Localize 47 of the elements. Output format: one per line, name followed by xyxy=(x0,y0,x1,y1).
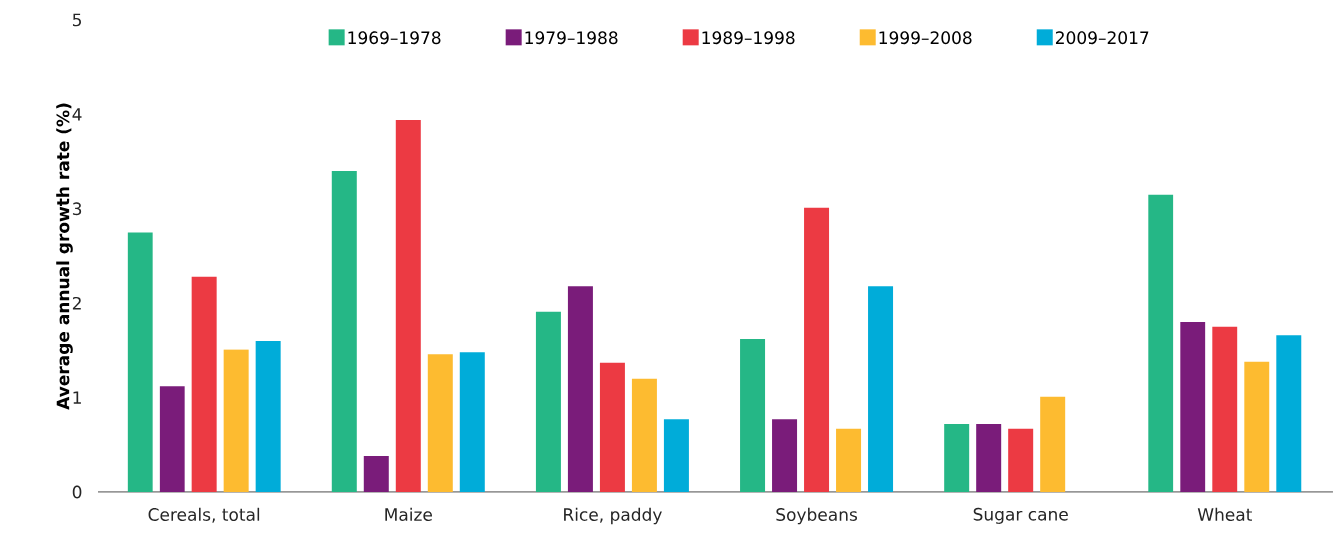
x-tick-label: Maize xyxy=(385,507,432,521)
bar xyxy=(1276,335,1302,492)
legend-label: 1989–1998 xyxy=(702,31,795,45)
bar xyxy=(223,349,249,492)
legend-label: 1979–1988 xyxy=(525,31,618,45)
y-tick-label: 2 xyxy=(72,296,81,310)
x-tick-label: Wheat xyxy=(1197,507,1252,521)
y-tick-label: 4 xyxy=(72,108,82,121)
legend-label: 1969–1978 xyxy=(348,31,441,45)
bar xyxy=(535,311,561,492)
bar xyxy=(804,207,830,492)
y-tick-label: 5 xyxy=(72,13,81,27)
bar xyxy=(1244,361,1270,492)
bar xyxy=(159,386,185,492)
bar xyxy=(331,171,357,492)
x-tick-label: Rice, paddy xyxy=(564,507,662,525)
bar xyxy=(191,276,217,492)
bar xyxy=(1212,326,1238,492)
bar xyxy=(868,286,894,492)
bar xyxy=(127,232,153,492)
y-axis-title: Average annual growth rate (%) xyxy=(56,103,73,410)
bar xyxy=(1008,428,1034,492)
bar xyxy=(255,340,281,492)
bar xyxy=(631,378,657,492)
bar xyxy=(740,339,766,492)
x-tick-label: Sugar cane xyxy=(973,507,1068,524)
bar xyxy=(663,419,689,492)
bar xyxy=(427,354,453,492)
legend-label: 1999–2008 xyxy=(879,31,972,45)
bar xyxy=(395,120,421,492)
bar xyxy=(976,424,1002,492)
bar xyxy=(836,428,862,492)
bar xyxy=(1040,396,1066,492)
bar xyxy=(944,424,970,492)
bar xyxy=(1148,194,1174,492)
y-tick-label: 0 xyxy=(72,485,82,499)
legend-label: 2009–2017 xyxy=(1055,31,1149,45)
bar xyxy=(1180,322,1206,492)
y-tick-label: 1 xyxy=(73,391,81,404)
bar xyxy=(567,286,593,492)
bar xyxy=(599,362,625,492)
bar xyxy=(772,419,798,492)
x-tick-label: Cereals, total xyxy=(148,507,260,523)
y-tick-label: 3 xyxy=(72,202,82,216)
bar xyxy=(459,352,485,492)
x-tick-label: Soybeans xyxy=(776,507,858,525)
bar xyxy=(363,456,389,492)
